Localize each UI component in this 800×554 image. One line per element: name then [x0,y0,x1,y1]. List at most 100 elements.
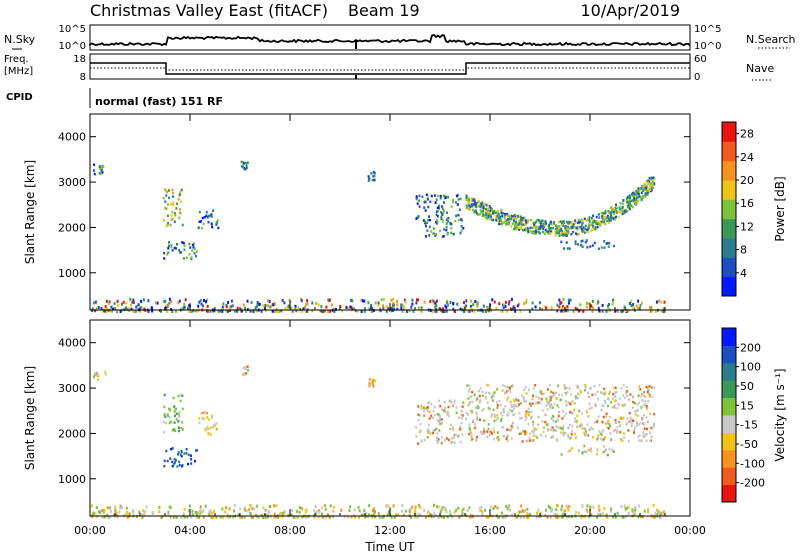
velocity-echo-cell [501,414,504,417]
velocity-echo-cell [561,515,563,519]
power-echo-cell [330,303,333,307]
power-echo-cell [488,214,491,217]
power-echo-cell [105,299,108,303]
power-echo-cell [516,227,519,230]
velocity-echo-cell [571,424,574,428]
velocity-colorbar-segment [722,432,736,451]
power-echo-cell [567,301,570,305]
velocity-echo-cell [263,516,266,519]
velocity-echo-cell [115,511,118,515]
power-echo-cell [608,242,611,245]
power-y-tick-label: 3000 [58,176,86,189]
velocity-echo-cell [576,420,579,424]
power-echo-cell [525,228,528,232]
power-echo-cell [517,226,520,229]
velocity-echo-cell [607,398,610,401]
power-echo-cell [558,231,561,235]
velocity-echo-cell [594,393,597,396]
velocity-echo-cell [509,390,512,394]
power-echo-cell [229,305,232,309]
power-echo-cell [391,306,394,310]
velocity-y-axis-label: Slant Range [km] [23,366,37,470]
velocity-echo-cell [191,513,194,517]
power-echo-cell [367,179,370,182]
velocity-echo-cell [571,515,573,519]
power-echo-cell [592,214,595,217]
velocity-echo-cell [614,386,617,390]
power-echo-cell [607,245,610,248]
power-echo-cell [574,219,577,222]
power-echo-cell [160,309,162,313]
velocity-echo-cell [428,417,431,420]
velocity-echo-cell [354,515,357,519]
velocity-echo-cell [587,391,589,395]
velocity-echo-cell [291,509,294,513]
power-echo-cell [635,304,638,308]
velocity-echo-cell [163,459,166,463]
power-echo-cell [578,221,581,224]
velocity-echo-cell [507,434,510,437]
velocity-echo-cell [528,439,531,443]
velocity-echo-cell [410,516,413,519]
power-echo-cell [600,222,602,226]
velocity-echo-cell [638,401,641,404]
velocity-echo-cell [143,513,146,517]
power-echo-cell [635,198,638,201]
velocity-echo-cell [501,384,504,387]
power-echo-cell [502,305,505,309]
velocity-echo-cell [524,386,527,389]
velocity-echo-cell [415,435,418,438]
velocity-echo-cell [574,432,577,436]
velocity-echo-cell [419,414,422,417]
velocity-echo-cell [593,384,596,388]
velocity-echo-cell [237,513,240,517]
velocity-echo-cell [145,505,148,509]
power-echo-cell [107,302,110,306]
velocity-echo-cell [261,516,264,519]
velocity-echo-cell [614,399,616,403]
power-echo-cell [443,194,446,197]
velocity-echo-cell [526,515,528,519]
velocity-echo-cell [321,512,324,516]
power-echo-cell [271,309,274,313]
velocity-echo-cell [520,432,523,435]
power-echo-cell [139,307,142,311]
power-echo-cell [102,165,105,169]
power-echo-cell [205,210,208,214]
power-echo-cell [503,221,505,224]
velocity-echo-cell [453,401,456,404]
power-echo-cell [547,232,550,235]
power-echo-cell [191,249,194,252]
velocity-echo-cell [579,391,582,394]
velocity-echo-cell [277,515,280,519]
velocity-echo-cell [93,511,96,515]
power-echo-cell [657,299,660,303]
power-echo-cell [591,244,594,247]
velocity-echo-cell [103,509,106,513]
velocity-echo-cell [513,403,516,407]
velocity-echo-cell [621,515,624,519]
power-echo-cell [562,224,565,227]
velocity-echo-cell [587,448,590,452]
velocity-echo-cell [371,515,374,519]
power-y-tick-label: 2000 [58,221,86,234]
power-echo-cell [289,300,292,304]
power-echo-cell [252,309,255,313]
velocity-echo-cell [389,506,392,510]
power-echo-cell [206,304,209,308]
velocity-echo-cell [533,429,536,433]
power-echo-cell [445,305,448,309]
velocity-echo-cell [614,418,617,422]
power-echo-cell [191,243,194,247]
velocity-echo-cell [462,507,465,511]
velocity-echo-cell [540,433,542,437]
velocity-echo-cell [451,426,454,429]
power-echo-cell [361,299,364,303]
power-echo-cell [614,209,617,213]
power-echo-cell [555,227,558,230]
power-colorbar-segment [722,180,736,200]
power-echo-cell [588,301,590,305]
velocity-echo-cell [539,515,542,519]
power-echoes [91,160,666,313]
velocity-echo-cell [96,374,99,377]
